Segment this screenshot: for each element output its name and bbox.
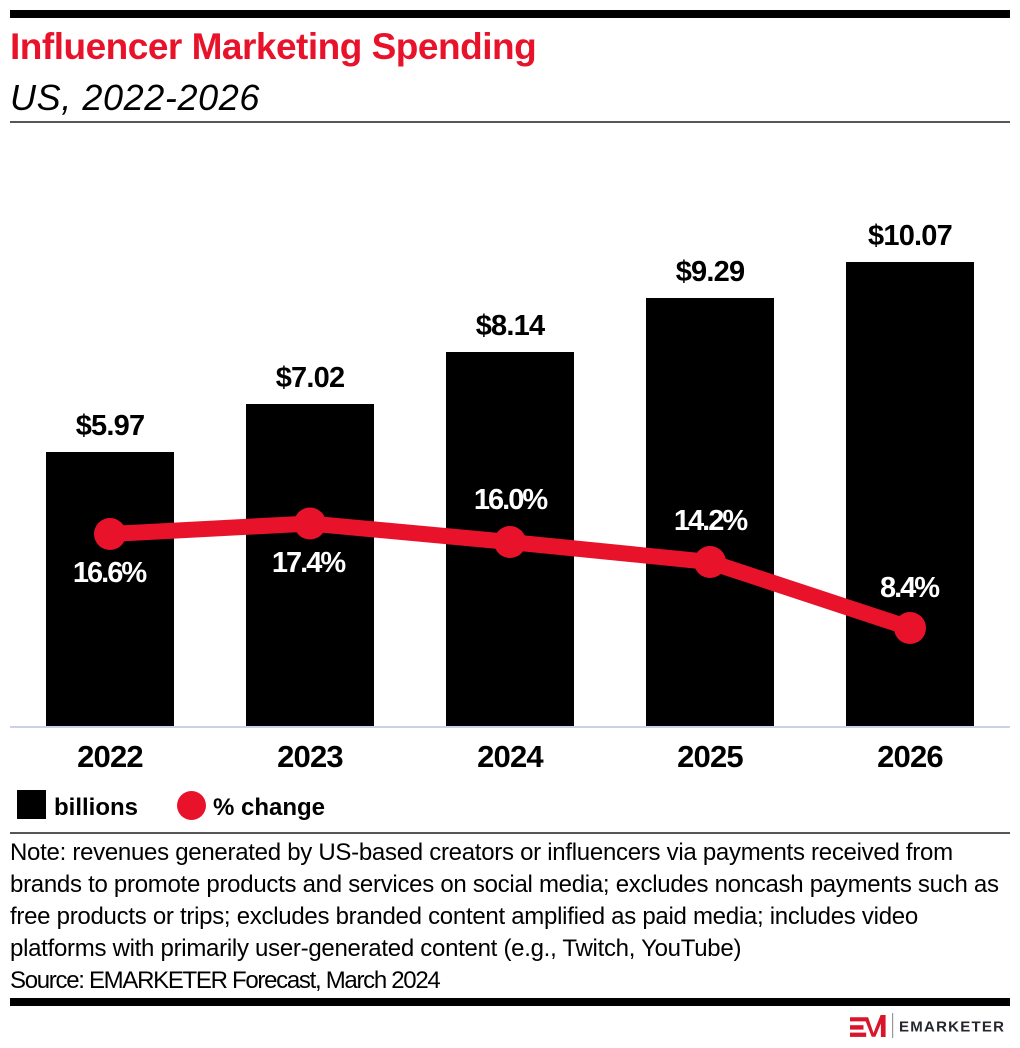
svg-text:EMARKETER: EMARKETER: [899, 1019, 1005, 1036]
